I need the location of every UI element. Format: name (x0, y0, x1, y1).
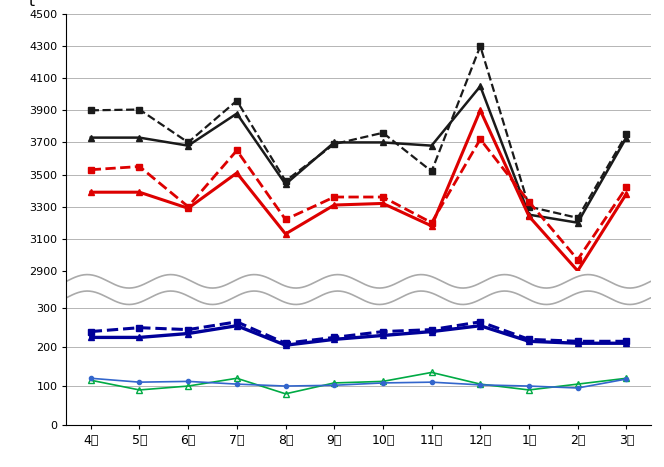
Text: t: t (29, 0, 35, 9)
